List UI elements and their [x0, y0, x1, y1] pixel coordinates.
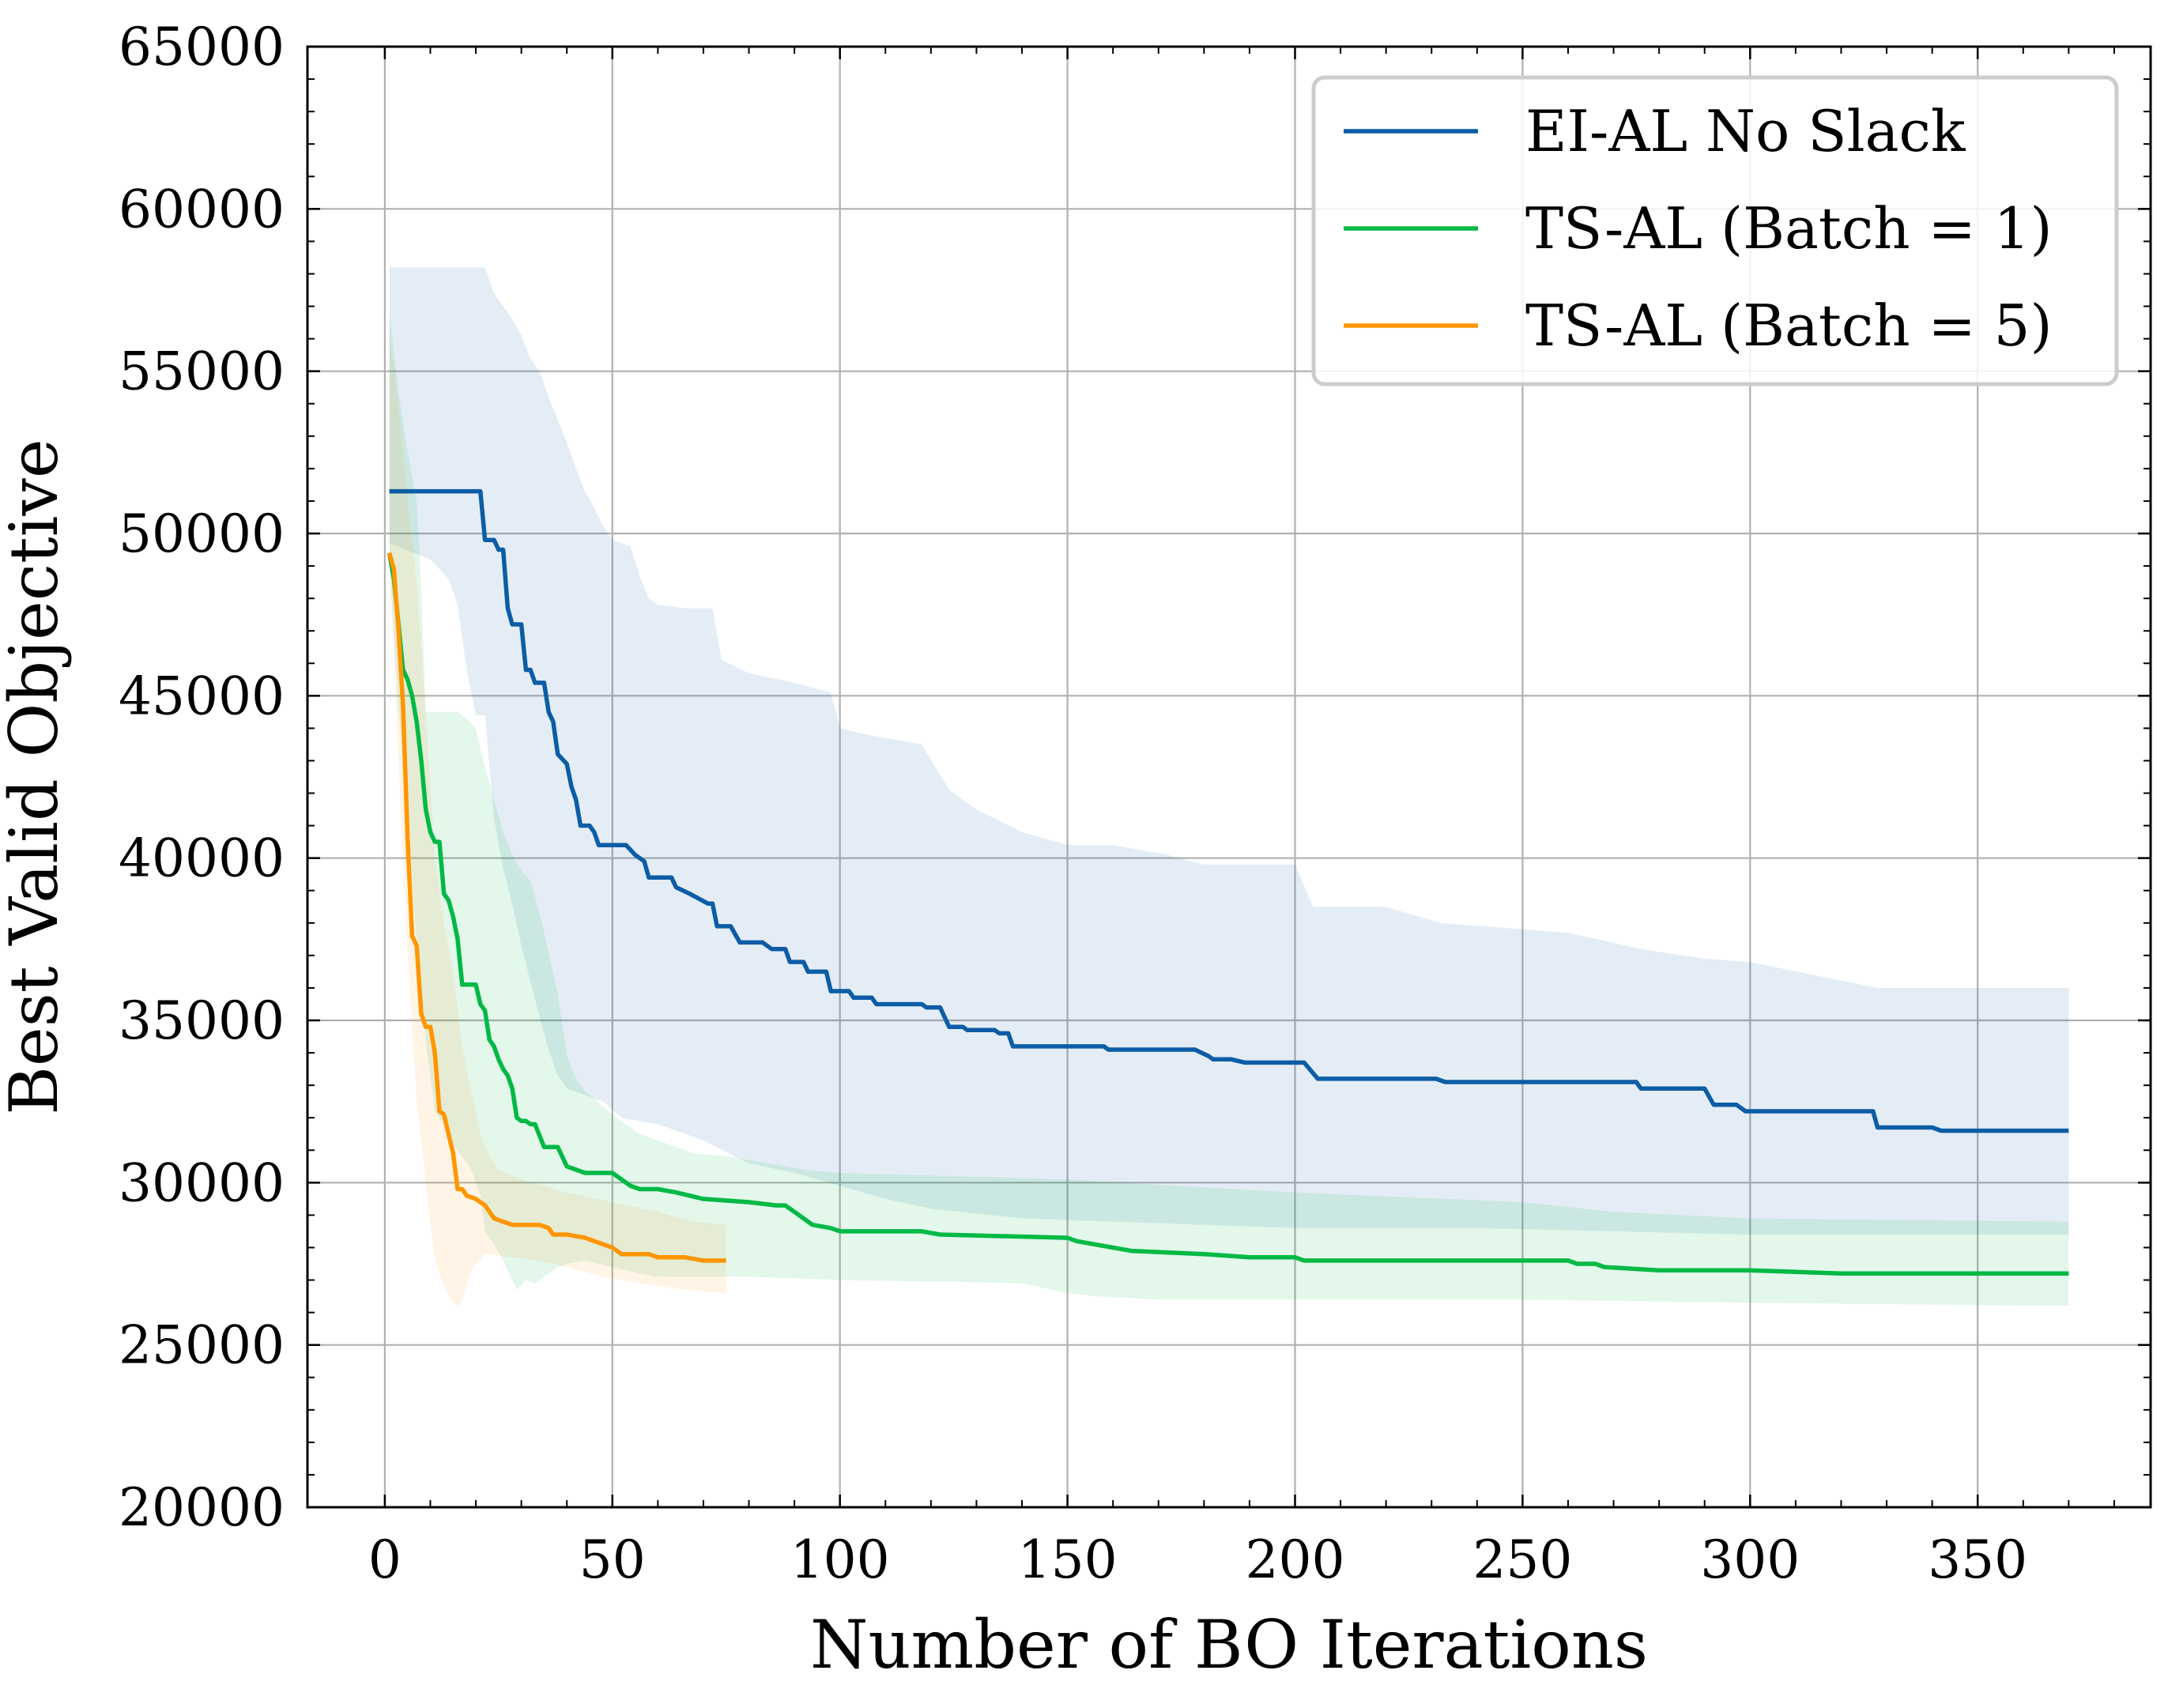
x-tick-label: 50	[579, 1529, 646, 1590]
x-tick-label: 200	[1245, 1529, 1344, 1590]
band-series-1	[389, 267, 2069, 1235]
plot-frame	[306, 45, 2152, 1509]
uncertainty-bands	[389, 267, 2069, 1306]
legend: EI-AL No Slack TS-AL (Batch = 1) TS-AL (Ba…	[1311, 75, 2119, 386]
y-tick-label: 40000	[119, 828, 285, 889]
line-series-3	[386, 552, 726, 1263]
y-axis-label: Best Valid Objective	[0, 439, 73, 1114]
x-tick-label: 0	[368, 1529, 402, 1590]
y-tick-label: 45000	[119, 665, 285, 726]
x-tick-labels: 0 50 100 150 200 250 300 350	[368, 1529, 2027, 1590]
legend-label-series-1: EI-AL No Slack	[1525, 98, 1966, 164]
y-tick-label: 35000	[119, 990, 285, 1051]
line-series-1	[389, 488, 2069, 1133]
y-tick-label: 60000	[119, 179, 285, 239]
y-tick-label: 25000	[119, 1315, 285, 1376]
y-tick-label: 50000	[119, 503, 285, 564]
x-axis-label: Number of BO Iterations	[810, 1606, 1648, 1683]
x-tick-label: 300	[1700, 1529, 1800, 1590]
y-tick-label: 30000	[119, 1152, 285, 1213]
y-tick-label: 65000	[119, 17, 285, 77]
y-tick-labels: 20000 25000 30000 35000 40000 45000 50000 55000…	[119, 17, 285, 1538]
y-tick-label: 20000	[119, 1477, 285, 1538]
x-tick-label: 250	[1472, 1529, 1572, 1590]
legend-label-series-3: TS-AL (Batch = 5)	[1525, 292, 2053, 359]
legend-label-series-2: TS-AL (Batch = 1)	[1525, 195, 2053, 262]
legend-box	[1311, 75, 2119, 386]
y-tick-label: 55000	[119, 341, 285, 402]
band-series-2	[389, 312, 2069, 1306]
series-lines	[386, 488, 2069, 1276]
x-tick-label: 350	[1928, 1529, 2027, 1590]
x-tick-label: 100	[790, 1529, 890, 1590]
axis-ticks	[307, 45, 2151, 1509]
line-series-2	[386, 552, 2069, 1276]
x-tick-label: 150	[1018, 1529, 1118, 1590]
